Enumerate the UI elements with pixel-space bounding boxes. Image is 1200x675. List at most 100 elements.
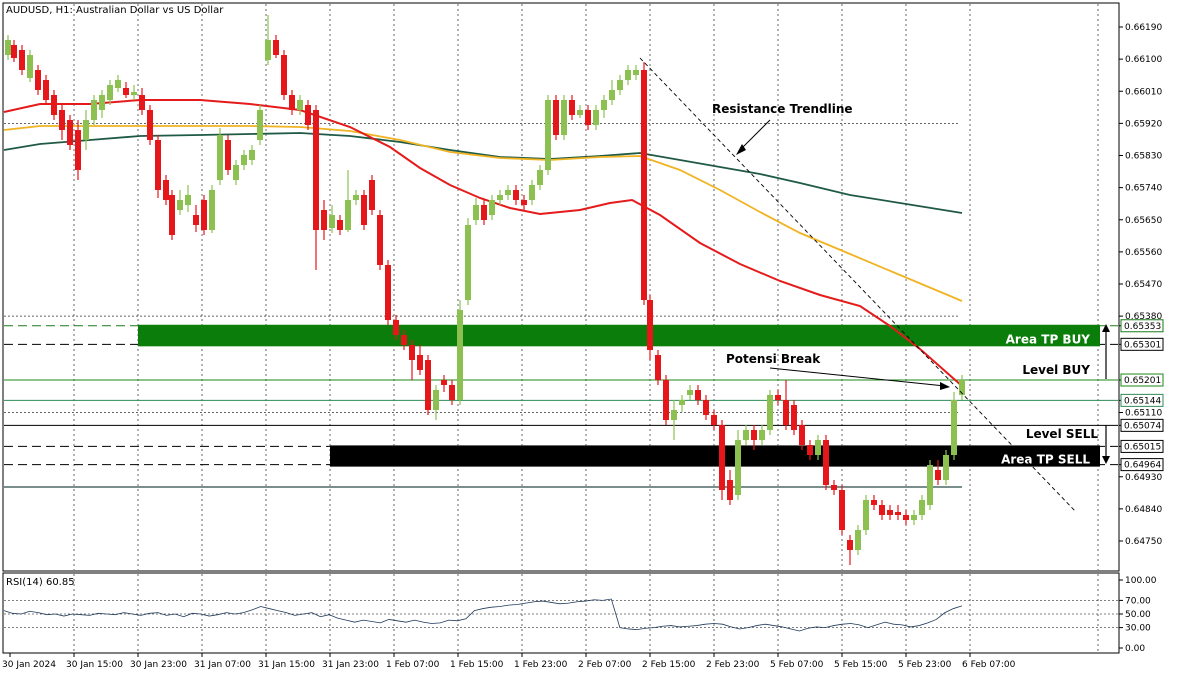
candle-body [139,95,145,110]
time-label: 30 Jan 23:00 [130,660,187,670]
candle [695,385,701,405]
candle-body [679,400,685,405]
time-label: 5 Feb 07:00 [770,660,824,670]
rsi-label: RSI(14) 60.85 [6,577,75,588]
candle-body [43,80,49,100]
candle-body [553,100,559,135]
candle-body [815,440,821,455]
candle-body [289,95,295,110]
candle-body [783,400,789,425]
candle [887,505,893,520]
candle-body [719,425,725,490]
candle [139,88,145,115]
time-label: 5 Feb 15:00 [834,660,888,670]
price-tick-label: 0.66190 [1125,23,1162,33]
candle-body [751,430,757,440]
candle-body [919,500,925,515]
candle [337,215,343,235]
candle [131,85,137,100]
candle [927,460,933,510]
candle-body [193,215,199,225]
candle [91,95,97,125]
candle [83,110,89,150]
area-tp-buy-label: Area TP BUY [1006,332,1091,346]
candle [561,95,567,140]
candle [647,295,653,360]
candle [529,180,535,205]
candle-body [903,515,909,520]
candle-body [67,120,73,145]
candle [553,95,559,140]
candle [943,450,949,485]
candle [169,190,175,240]
candle-body [767,395,773,430]
candle-body [241,155,247,165]
price-tick-label: 0.65560 [1125,248,1162,258]
candle-body [147,110,153,140]
candle-body [11,45,17,58]
candle [823,435,829,490]
candle [545,95,551,175]
candle-body [433,390,439,410]
candle-body [577,110,583,115]
candle [75,120,81,180]
candle [51,90,57,120]
candle [791,400,797,435]
price-tick-label: 0.66010 [1125,87,1162,97]
level-price-box [1120,337,1164,351]
candle-body [377,215,383,265]
level-price-label: 0.65074 [1124,421,1161,431]
candle [305,100,311,130]
area-tp-sell-label: Area TP SELL [1001,453,1090,467]
candle [505,185,511,200]
candle [775,390,781,405]
candle-body [297,100,303,110]
candle [847,535,853,565]
candle [353,190,359,205]
candle [473,198,479,225]
candle [417,345,423,375]
candle [751,425,757,450]
candle [585,105,591,130]
resistance-arrow [739,119,771,151]
level-price-label: 0.64964 [1124,461,1161,471]
level-price-label: 0.65301 [1124,340,1161,350]
level-price-box [1120,418,1164,432]
candle [385,260,391,325]
candle [289,90,295,115]
candle-body [671,410,677,420]
candle-body [75,130,81,170]
time-label: 6 Feb 07:00 [962,660,1016,670]
price-tick-label: 0.65470 [1125,280,1162,290]
candle-body [5,40,11,55]
candle-body [457,310,463,400]
ma-mid-line [3,125,963,302]
candle-body [513,190,519,200]
candle [799,420,805,450]
candle-body [943,455,949,480]
price-tick-label: 0.64930 [1125,473,1162,483]
candle [67,115,73,150]
candle [489,195,495,220]
candle-body [155,140,161,190]
candle [273,35,279,58]
candle-body [265,40,271,60]
candle-body [711,415,717,425]
price-tick-label: 0.64750 [1125,537,1162,547]
candle-body [425,360,431,410]
candle-body [201,200,207,230]
time-label: 30 Jan 2024 [2,660,56,670]
candle [879,500,885,520]
candle [321,200,327,240]
candle-body [313,110,319,230]
candle [831,480,837,495]
candle-body [521,200,527,205]
candle [911,510,917,525]
potensi-arrowhead [940,382,950,390]
candle [513,185,519,205]
candle-body [385,265,391,320]
candle-body [209,190,215,230]
rsi-tick-label: 50.00 [1125,610,1151,620]
candle [225,135,231,175]
